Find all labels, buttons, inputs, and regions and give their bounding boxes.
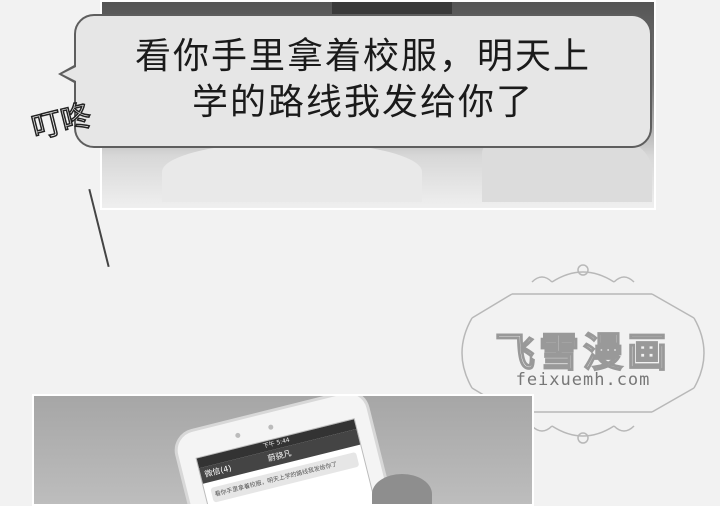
watermark-frame-icon — [461, 264, 705, 444]
hand — [372, 474, 432, 504]
speech-bubble-tail-fill — [62, 67, 76, 81]
phone-screen: 下午 5:44 微信(4) 蔚骁凡 看你手里拿着校服，明天上学的路线我发给你了 — [195, 418, 379, 504]
speech-line-2: 学的路线我发给你了 — [191, 82, 534, 123]
watermark-url: feixuemh.com — [515, 370, 651, 390]
bed-sheet — [162, 142, 422, 202]
phone-speaker-dot — [267, 424, 274, 431]
watermark-title: 飞雪漫画 — [494, 329, 671, 377]
comic-panel-bottom: 下午 5:44 微信(4) 蔚骁凡 看你手里拿着校服，明天上学的路线我发给你了 — [32, 394, 534, 506]
speech-line-1: 看你手里拿着校服，明天上 — [134, 36, 591, 77]
speech-bubble: 看你手里拿着校服，明天上 学的路线我发给你了 — [74, 14, 652, 148]
phone-camera-dot — [234, 432, 241, 439]
phone: 下午 5:44 微信(4) 蔚骁凡 看你手里拿着校服，明天上学的路线我发给你了 — [170, 396, 398, 504]
watermark: 飞雪漫画 feixuemh.com — [452, 258, 714, 448]
